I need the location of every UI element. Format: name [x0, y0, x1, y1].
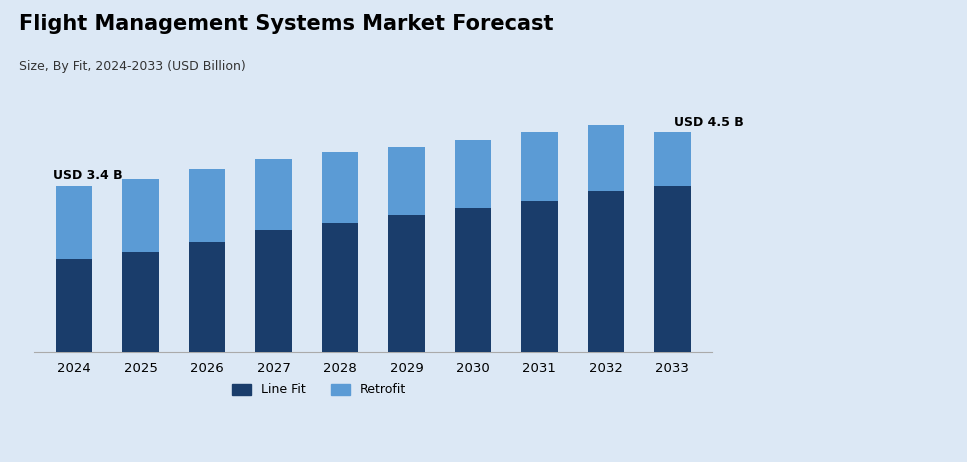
- Bar: [189, 169, 225, 242]
- Text: USD 4.5 B: USD 4.5 B: [674, 116, 744, 129]
- Bar: [255, 159, 292, 230]
- Bar: [123, 252, 159, 352]
- Bar: [654, 186, 690, 352]
- Bar: [123, 179, 159, 252]
- Legend: Line Fit, Retrofit: Line Fit, Retrofit: [227, 378, 411, 401]
- Bar: [588, 191, 624, 352]
- Bar: [322, 152, 359, 223]
- Bar: [654, 132, 690, 186]
- Bar: [454, 208, 491, 352]
- Bar: [322, 223, 359, 352]
- Bar: [521, 132, 558, 201]
- Bar: [521, 201, 558, 352]
- Bar: [388, 215, 425, 352]
- Bar: [56, 259, 93, 352]
- Text: USD 3.4 B: USD 3.4 B: [52, 169, 122, 182]
- Bar: [388, 147, 425, 215]
- Text: Size, By Fit, 2024-2033 (USD Billion): Size, By Fit, 2024-2033 (USD Billion): [19, 60, 246, 73]
- Bar: [189, 242, 225, 352]
- Bar: [454, 140, 491, 208]
- Bar: [56, 186, 93, 259]
- Bar: [588, 125, 624, 191]
- Text: Flight Management Systems Market Forecast: Flight Management Systems Market Forecas…: [19, 14, 554, 34]
- Bar: [255, 230, 292, 352]
